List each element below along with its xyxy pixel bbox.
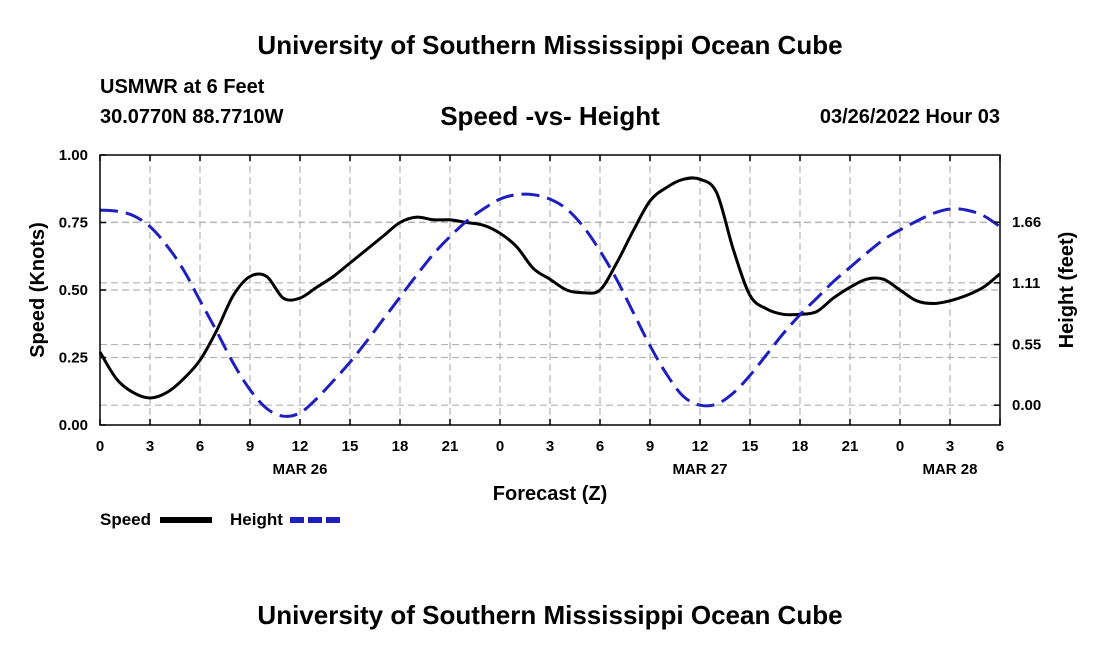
y2-tick-label: 0.00	[1012, 397, 1041, 414]
y2-tick-label: 1.11	[1012, 275, 1040, 292]
axis-layer: 0 3 6 9 12 15 18 21 0 3 6 9 12 15 18 21 0 3 6 MAR 26 MAR 27 M…	[59, 147, 1041, 478]
x-tick-label: 6	[596, 438, 604, 455]
x-tick-label: 21	[842, 438, 859, 455]
x-tick-label: 18	[392, 438, 409, 455]
date-label: MAR 27	[672, 461, 727, 478]
grid-layer	[100, 155, 1000, 425]
x-tick-label: 0	[96, 438, 104, 455]
y-tick-label: 0.00	[59, 417, 88, 434]
y2-tick-label: 1.66	[1012, 214, 1041, 231]
legend-label-speed: Speed	[100, 510, 151, 529]
x-tick-label: 12	[292, 438, 309, 455]
x-tick-label: 18	[792, 438, 809, 455]
x-tick-label: 15	[342, 438, 359, 455]
y-axis-title: Speed (Knots)	[27, 222, 49, 358]
x-tick-label: 9	[646, 438, 654, 455]
coordinates-label: 30.0770N 88.7710W	[100, 106, 284, 128]
x-tick-label: 21	[442, 438, 459, 455]
date-label: MAR 26	[272, 461, 327, 478]
x-tick-label: 0	[896, 438, 904, 455]
y-tick-label: 1.00	[59, 147, 88, 164]
x-tick-label: 15	[742, 438, 759, 455]
y-tick-label: 0.75	[59, 215, 88, 232]
date-label: MAR 28	[922, 461, 977, 478]
chart-title: University of Southern Mississippi Ocean…	[257, 30, 843, 60]
y2-tick-label: 0.55	[1012, 337, 1041, 354]
y-tick-label: 0.25	[59, 350, 88, 367]
chart-subtitle: Speed -vs- Height	[440, 101, 660, 131]
station-label: USMWR at 6 Feet	[100, 76, 265, 98]
series-line-height	[99, 192, 1001, 418]
footer-title: University of Southern Mississippi Ocean…	[257, 600, 843, 630]
x-tick-label: 9	[246, 438, 254, 455]
series-line-speed	[98, 176, 1001, 400]
x-tick-label: 3	[546, 438, 554, 455]
y-tick-label: 0.50	[59, 282, 88, 299]
forecast-datestamp: 03/26/2022 Hour 03	[819, 106, 1000, 128]
x-tick-label: 0	[496, 438, 504, 455]
y2-axis-title: Height (feet)	[1056, 232, 1078, 349]
x-tick-label: 3	[946, 438, 954, 455]
series-layer	[98, 176, 1001, 418]
x-tick-label: 12	[692, 438, 709, 455]
x-axis-title: Forecast (Z)	[493, 483, 607, 505]
legend: Speed Height	[100, 510, 342, 529]
x-tick-label: 6	[196, 438, 204, 455]
x-tick-label: 3	[146, 438, 154, 455]
x-tick-label: 6	[996, 438, 1004, 455]
legend-label-height: Height	[230, 510, 283, 529]
